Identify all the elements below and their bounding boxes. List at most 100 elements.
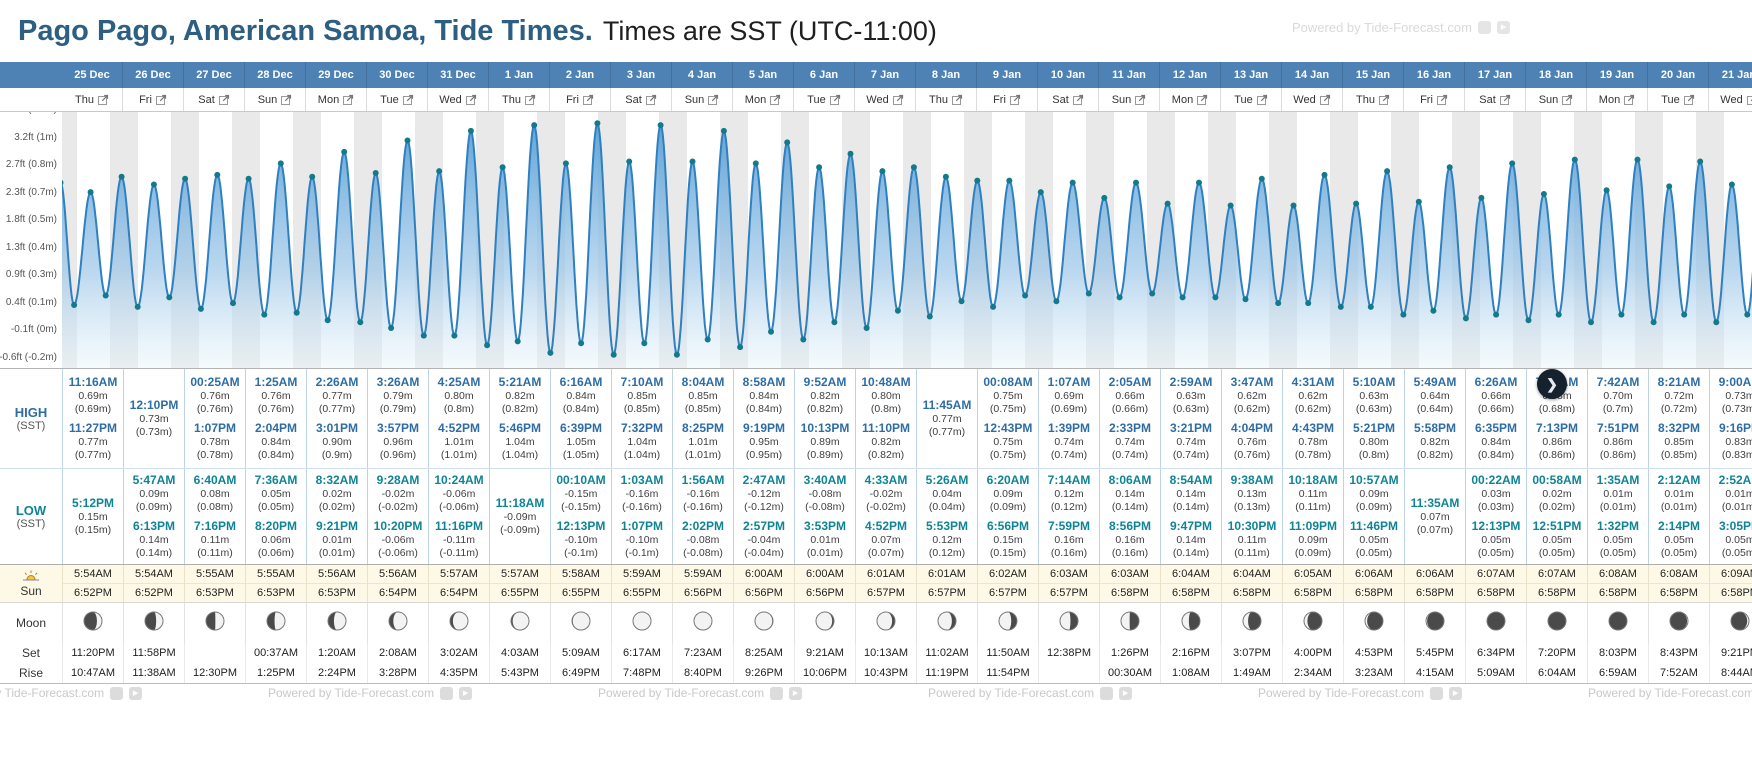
date-header: 5 Jan xyxy=(733,62,794,88)
low-tide-time: 9:47PM xyxy=(1169,518,1213,533)
expand-day-icon[interactable] xyxy=(1256,94,1268,105)
tide-extreme-dot xyxy=(1179,294,1186,301)
moonrise-time: 1:49AM xyxy=(1221,663,1282,683)
low-tide-time: 6:40AM xyxy=(193,473,237,488)
expand-day-icon[interactable] xyxy=(1436,94,1448,105)
moonrise-time: 7:48PM xyxy=(611,663,672,683)
high-tide-height-alt: (0.72m) xyxy=(1660,402,1698,415)
high-tide-height: 1.05m xyxy=(566,436,596,449)
expand-day-icon[interactable] xyxy=(155,94,167,105)
low-tide-event: 6:20AM 0.09m (0.09m) xyxy=(978,473,1038,514)
sunset-time: 6:56PM xyxy=(806,587,844,599)
weekday-label: Thu xyxy=(1356,93,1375,106)
low-tide-cell: 5:26AM 0.04m (0.04m) 5:53PM 0.12m (0.12m) xyxy=(916,469,977,564)
low-tide-event: 8:20PM 0.06m (0.06m) xyxy=(246,519,306,560)
expand-day-icon[interactable] xyxy=(645,94,657,105)
date-header: 28 Dec xyxy=(245,62,306,88)
low-tide-height-alt: (-0.1m) xyxy=(564,546,598,559)
expand-day-icon[interactable] xyxy=(218,94,230,105)
high-tide-height-alt: (0.85m) xyxy=(623,402,661,415)
low-tide-height-alt: (0.09m) xyxy=(989,501,1027,514)
expand-day-icon[interactable] xyxy=(1499,94,1511,105)
sunrise-time: 6:03AM xyxy=(1039,565,1099,584)
expand-day-icon[interactable] xyxy=(1135,94,1146,105)
tide-extreme-dot xyxy=(1681,311,1688,318)
moon-cell xyxy=(1648,603,1709,643)
expand-day-icon[interactable] xyxy=(1319,94,1331,105)
low-tide-height-alt: (0.03m) xyxy=(1477,501,1515,514)
expand-day-icon[interactable] xyxy=(708,94,719,105)
expand-day-icon[interactable] xyxy=(1746,94,1752,105)
tide-extreme-dot xyxy=(1728,181,1735,188)
watermark-text: Powered by Tide-Forecast.com xyxy=(1258,686,1425,700)
expand-day-icon[interactable] xyxy=(1624,94,1635,105)
low-tide-event: 10:24AM -0.06m (-0.06m) xyxy=(429,473,489,514)
expand-day-icon[interactable] xyxy=(951,94,963,105)
watermark: Powered by Tide-Forecast.com ▶ xyxy=(928,686,1133,700)
tide-extreme-dot xyxy=(261,311,268,318)
watermark: Powered by Tide-Forecast.com ▶ xyxy=(1258,686,1463,700)
low-tide-time: 10:24AM xyxy=(434,473,484,488)
low-tide-height-alt: (0.12m) xyxy=(928,546,966,559)
expand-day-icon[interactable] xyxy=(1009,94,1021,105)
expand-day-icon[interactable] xyxy=(1683,94,1695,105)
watermark-icon: ▶ xyxy=(1449,686,1463,700)
high-tide-height-alt: (0.82m) xyxy=(867,449,905,462)
moonset-time: 11:02AM xyxy=(916,643,977,663)
scroll-days-button[interactable]: ❯ xyxy=(1537,369,1567,399)
expand-day-icon[interactable] xyxy=(1197,94,1208,105)
weekday-label: Sun xyxy=(257,93,278,106)
low-tide-event: 10:30PM 0.11m (0.11m) xyxy=(1222,519,1282,560)
low-tide-time: 8:54AM xyxy=(1169,473,1213,488)
moonrise-time: 7:52AM xyxy=(1648,663,1709,683)
low-tide-height: -0.16m xyxy=(686,488,720,501)
low-tide-height: 0.02m xyxy=(322,488,352,501)
high-tide-time: 3:26AM xyxy=(376,374,420,389)
high-tide-height: 0.70m xyxy=(1603,389,1633,402)
low-tide-cell: 1:56AM -0.16m (-0.16m) 2:02PM -0.08m (-0.08m) xyxy=(672,469,733,564)
expand-day-icon[interactable] xyxy=(770,94,781,105)
low-tide-time: 11:35AM xyxy=(1410,496,1460,510)
tide-extreme-dot xyxy=(1666,183,1673,190)
tide-extreme-dot xyxy=(182,175,189,182)
expand-day-icon[interactable] xyxy=(281,94,292,105)
weekday-label: Tue xyxy=(380,93,399,106)
expand-day-icon[interactable] xyxy=(892,94,904,105)
low-tide-time: 7:59PM xyxy=(1047,518,1091,533)
expand-day-icon[interactable] xyxy=(1378,94,1390,105)
low-tide-event: 12:13PM 0.05m (0.05m) xyxy=(1466,519,1526,560)
expand-day-icon[interactable] xyxy=(582,94,594,105)
tide-extreme-dot xyxy=(847,150,854,157)
expand-day-icon[interactable] xyxy=(402,94,414,105)
weekday-cell: Thu xyxy=(916,88,977,111)
expand-day-icon[interactable] xyxy=(1072,94,1084,105)
expand-day-icon[interactable] xyxy=(1562,94,1573,105)
low-tide-cell: 2:12AM 0.01m (0.01m) 2:14PM 0.05m (0.05m) xyxy=(1648,469,1709,564)
low-tide-time: 2:52AM xyxy=(1718,473,1752,488)
moonset-time: 6:34PM xyxy=(1465,643,1526,663)
high-tide-time: 10:13PM xyxy=(800,421,850,436)
sun-cell: 6:00AM 6:56PM xyxy=(733,565,794,602)
tide-extreme-dot xyxy=(1321,171,1328,178)
weekday-cell: Sun xyxy=(245,88,306,111)
sunrise-time: 6:05AM xyxy=(1283,565,1343,584)
low-tide-event: 8:56PM 0.16m (0.16m) xyxy=(1100,519,1160,560)
date-header: 31 Dec xyxy=(428,62,489,88)
high-tide-height-alt: (0.7m) xyxy=(1602,402,1634,415)
expand-day-icon[interactable] xyxy=(465,94,477,105)
tide-extreme-dot xyxy=(562,160,569,167)
high-tide-height-alt: (0.82m) xyxy=(501,402,539,415)
weekday-cell: Fri xyxy=(123,88,184,111)
low-tide-height: -0.10m xyxy=(625,533,659,546)
high-tide-height-alt: (0.86m) xyxy=(1538,449,1576,462)
expand-day-icon[interactable] xyxy=(97,94,109,105)
expand-day-icon[interactable] xyxy=(524,94,536,105)
sun-cell: 5:57AM 6:55PM xyxy=(489,565,550,602)
expand-day-icon[interactable] xyxy=(343,94,354,105)
tide-chart xyxy=(62,112,1752,368)
expand-day-icon[interactable] xyxy=(829,94,841,105)
tide-extreme-dot xyxy=(499,164,506,171)
high-tide-cell: 4:25AM 0.80m (0.8m) 4:52PM 1.01m (1.01m) xyxy=(428,369,489,468)
tide-extreme-dot xyxy=(1227,202,1234,209)
tide-extreme-dot xyxy=(784,139,791,146)
